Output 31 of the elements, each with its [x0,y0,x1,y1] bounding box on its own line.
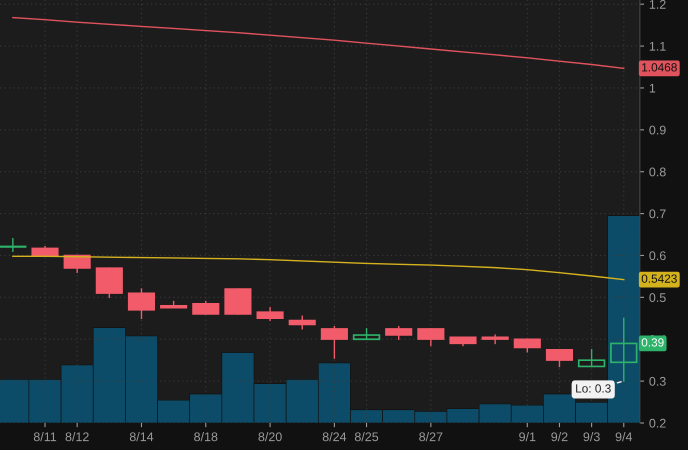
y-tick-label: 0.6 [649,251,666,260]
x-tick-label: 9/4 [616,432,632,442]
x-tick-label: 9/3 [584,432,600,442]
y-tick-label: 0.9 [649,126,666,134]
y-tick-label: 0.8 [649,168,666,176]
x-tick-label: 8/27 [419,432,442,442]
data-label: 0.5423 [642,274,677,283]
y-tick-label: 1 [650,84,656,92]
y-tick-label: 0.2 [649,418,666,428]
x-tick-label: 8/25 [354,432,378,442]
candlestick [352,328,380,340]
candlestick [578,349,606,368]
line-series [12,256,624,280]
text: 0.39 [642,338,664,347]
y-tick-label: 0.7 [649,209,666,218]
y-tick-label: 0.5 [649,293,666,302]
y-tick-label: 1.2 [650,0,666,9]
x-tick-label: 8/18 [194,432,218,442]
x-tick-label: 8/24 [322,432,346,442]
y-tick-label: 0.3 [649,376,666,386]
x-tick-label: 8/14 [130,432,154,442]
x-tick-label: 8/12 [66,432,89,442]
data-label: 1.0468 [642,63,677,72]
candlestick [0,238,26,252]
annotation: Lo: 0.3 [576,384,611,393]
line-series [12,16,624,70]
x-tick-label: 8/20 [258,432,282,442]
x-tick-label: 8/11 [34,432,56,442]
x-tick-label: 9/1 [519,432,536,442]
y-tick-label: 1.1 [650,42,666,51]
x-tick-label: 9/2 [551,432,568,442]
